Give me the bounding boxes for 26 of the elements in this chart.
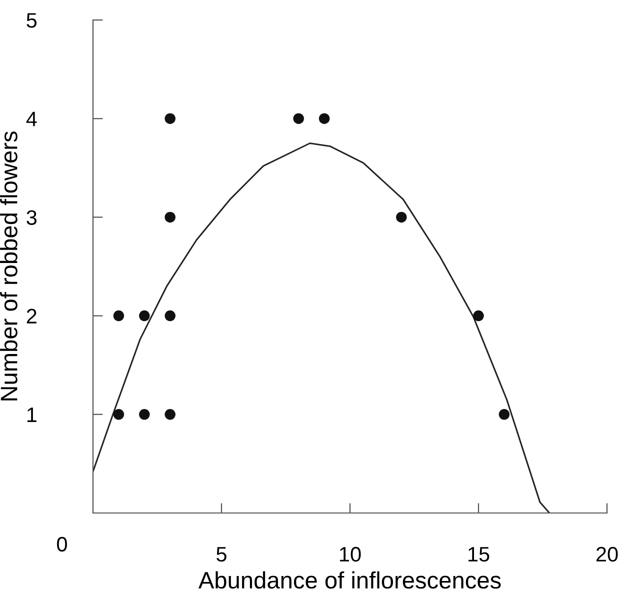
point xyxy=(498,409,510,420)
point xyxy=(113,310,124,322)
x-tick-label: 15 xyxy=(468,547,490,562)
y-tick-label: 1 xyxy=(27,408,36,422)
y-axis-title: Number of robbed flowers xyxy=(0,132,18,400)
point xyxy=(473,310,484,322)
x-tick-label: 20 xyxy=(596,546,618,562)
y-tick-label: 2 xyxy=(26,308,36,324)
point xyxy=(293,113,304,124)
point xyxy=(113,409,124,420)
point xyxy=(164,212,176,223)
point xyxy=(164,310,176,322)
x-tick-label: 10 xyxy=(340,546,361,562)
y-tick-label: 5 xyxy=(26,13,37,28)
point xyxy=(396,212,407,223)
point xyxy=(139,409,150,420)
text: 0 xyxy=(57,536,67,552)
x-axis-title: Abundance of inflorescences xyxy=(198,571,501,589)
x-tick-label: 5 xyxy=(216,547,226,562)
point xyxy=(164,113,176,124)
y-tick-label: 4 xyxy=(26,112,37,126)
point xyxy=(164,409,176,420)
line-series xyxy=(93,142,550,513)
y-tick-label: 3 xyxy=(26,210,37,225)
point xyxy=(139,310,150,322)
point xyxy=(318,113,330,124)
